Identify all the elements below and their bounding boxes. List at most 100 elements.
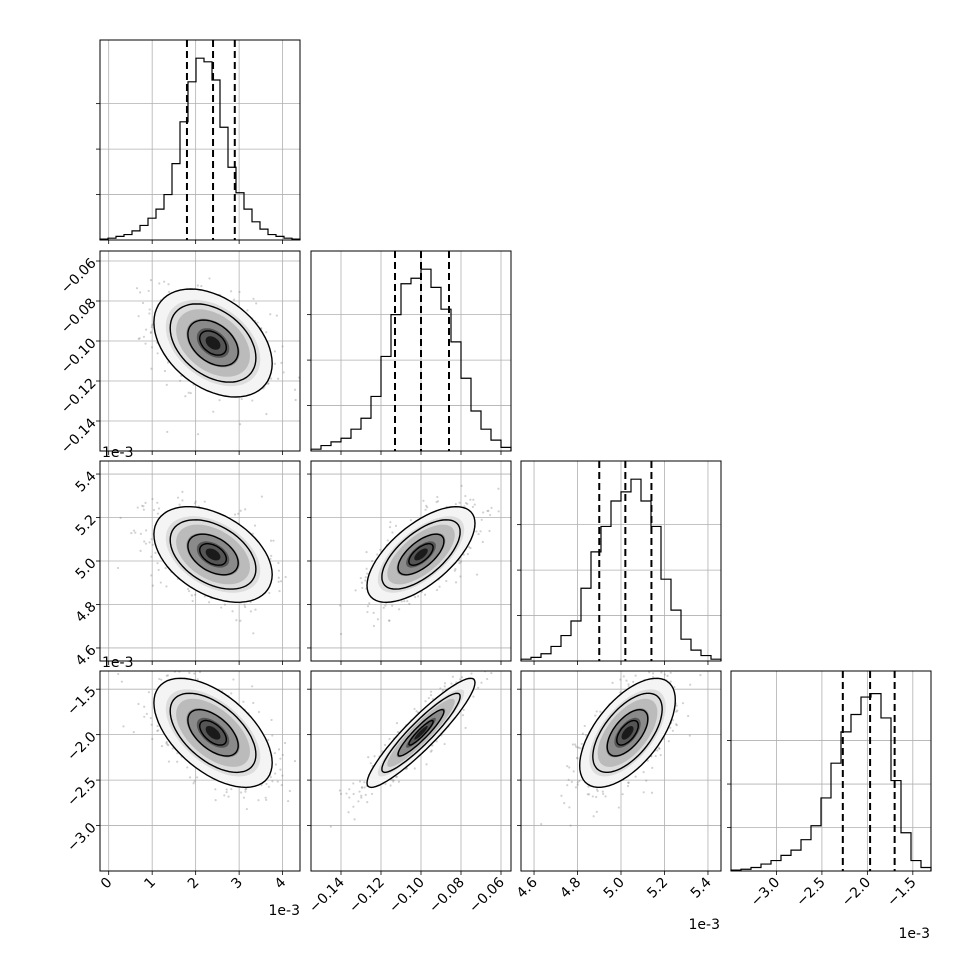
- scatter-point: [144, 542, 148, 545]
- scatter-point: [244, 508, 247, 511]
- scatter-point: [220, 606, 223, 609]
- scatter-point: [230, 290, 233, 293]
- contour-line: [606, 709, 649, 757]
- scatter-point: [357, 800, 360, 803]
- scatter-point: [137, 315, 140, 318]
- scatter-point: [284, 575, 287, 579]
- scatter-point: [360, 786, 364, 789]
- y-tick-label: −0.12: [58, 375, 100, 417]
- scatter-point: [586, 793, 589, 796]
- scatter-point: [627, 683, 630, 686]
- scatter-point: [166, 674, 170, 677]
- scatter-point: [238, 290, 241, 294]
- scatter-point: [486, 677, 489, 681]
- scatter-point: [486, 509, 489, 513]
- scatter-point: [422, 499, 425, 502]
- scatter-point: [339, 604, 342, 607]
- scatter-point: [689, 683, 692, 686]
- panel-frame: [99, 39, 301, 241]
- scatter-point: [272, 539, 275, 542]
- scatter-point: [214, 799, 217, 802]
- scatter-point: [353, 818, 356, 821]
- scatter-point: [443, 682, 447, 685]
- scatter-point: [480, 681, 483, 684]
- contour-line: [592, 692, 663, 773]
- x-tick-label: −0.12: [346, 875, 388, 917]
- panel-frame: [99, 250, 301, 452]
- scatter-point: [443, 742, 446, 746]
- scatter-point: [279, 768, 282, 771]
- scatter-point: [156, 729, 159, 733]
- scatter-point: [274, 772, 277, 775]
- scatter-point: [642, 791, 645, 794]
- panel-frame: [99, 670, 301, 872]
- scatter-point: [271, 734, 274, 737]
- scatter-point: [165, 383, 168, 386]
- scatter-point: [464, 501, 468, 505]
- scatter-point: [453, 569, 456, 572]
- scatter-point: [281, 753, 284, 757]
- scatter-point: [475, 530, 478, 533]
- x-tick-label: 5.4: [688, 874, 715, 901]
- x-offset-label: 1e-3: [269, 903, 300, 919]
- scatter-point: [265, 412, 268, 416]
- scatter-point: [196, 284, 199, 287]
- panel-frame: [310, 250, 512, 452]
- scatter-point: [454, 502, 457, 506]
- scatter-point: [279, 757, 282, 760]
- scatter-point: [560, 794, 563, 797]
- scatter-point: [196, 433, 200, 436]
- scatter-point: [431, 744, 434, 747]
- scatter-point: [260, 784, 263, 787]
- scatter-point: [443, 685, 446, 688]
- scatter-point: [360, 581, 364, 584]
- scatter-point: [466, 552, 469, 556]
- panel-content: [329, 656, 493, 828]
- scatter-point: [413, 767, 416, 770]
- scatter-point: [287, 799, 290, 803]
- scatter-point: [646, 759, 649, 762]
- scatter-point: [604, 795, 607, 798]
- scatter-point: [352, 782, 355, 785]
- scatter-point: [627, 685, 630, 688]
- pair-panel-p1-p2: [96, 250, 301, 455]
- scatter-point: [656, 749, 659, 752]
- scatter-point: [269, 775, 272, 779]
- scatter-point: [147, 289, 150, 293]
- scatter-point: [435, 740, 438, 743]
- x-tick-label: −3.0: [748, 875, 783, 910]
- scatter-point: [602, 792, 605, 796]
- scatter-point: [392, 780, 395, 783]
- scatter-point: [497, 510, 500, 513]
- scatter-point: [632, 680, 635, 683]
- scatter-point: [164, 566, 167, 570]
- scatter-point: [277, 748, 281, 751]
- pair-panel-p3-p4: [517, 662, 722, 875]
- scatter-point: [663, 673, 666, 676]
- scatter-point: [388, 526, 392, 529]
- scatter-point: [677, 662, 679, 664]
- scatter-point: [281, 345, 284, 348]
- scatter-point: [469, 656, 471, 658]
- scatter-point: [148, 308, 151, 311]
- scatter-point: [270, 718, 273, 722]
- y-offset-label: 1e-3: [102, 655, 133, 671]
- scatter-point: [227, 795, 230, 798]
- scatter-point: [251, 532, 254, 535]
- scatter-point: [459, 678, 462, 681]
- scatter-point: [652, 672, 655, 675]
- scatter-point: [429, 690, 433, 693]
- scatter-point: [230, 788, 233, 791]
- scatter-point: [145, 529, 148, 532]
- scatter-point: [566, 784, 569, 787]
- scatter-point: [354, 589, 357, 592]
- scatter-point: [156, 501, 159, 504]
- x-tick-label: −0.10: [386, 875, 428, 917]
- panel-content: [117, 671, 297, 811]
- scatter-point: [372, 611, 375, 614]
- scatter-point: [388, 737, 391, 741]
- scatter-point: [270, 554, 273, 558]
- scatter-point: [435, 588, 439, 592]
- scatter-point: [191, 599, 194, 603]
- scatter-point: [150, 324, 154, 327]
